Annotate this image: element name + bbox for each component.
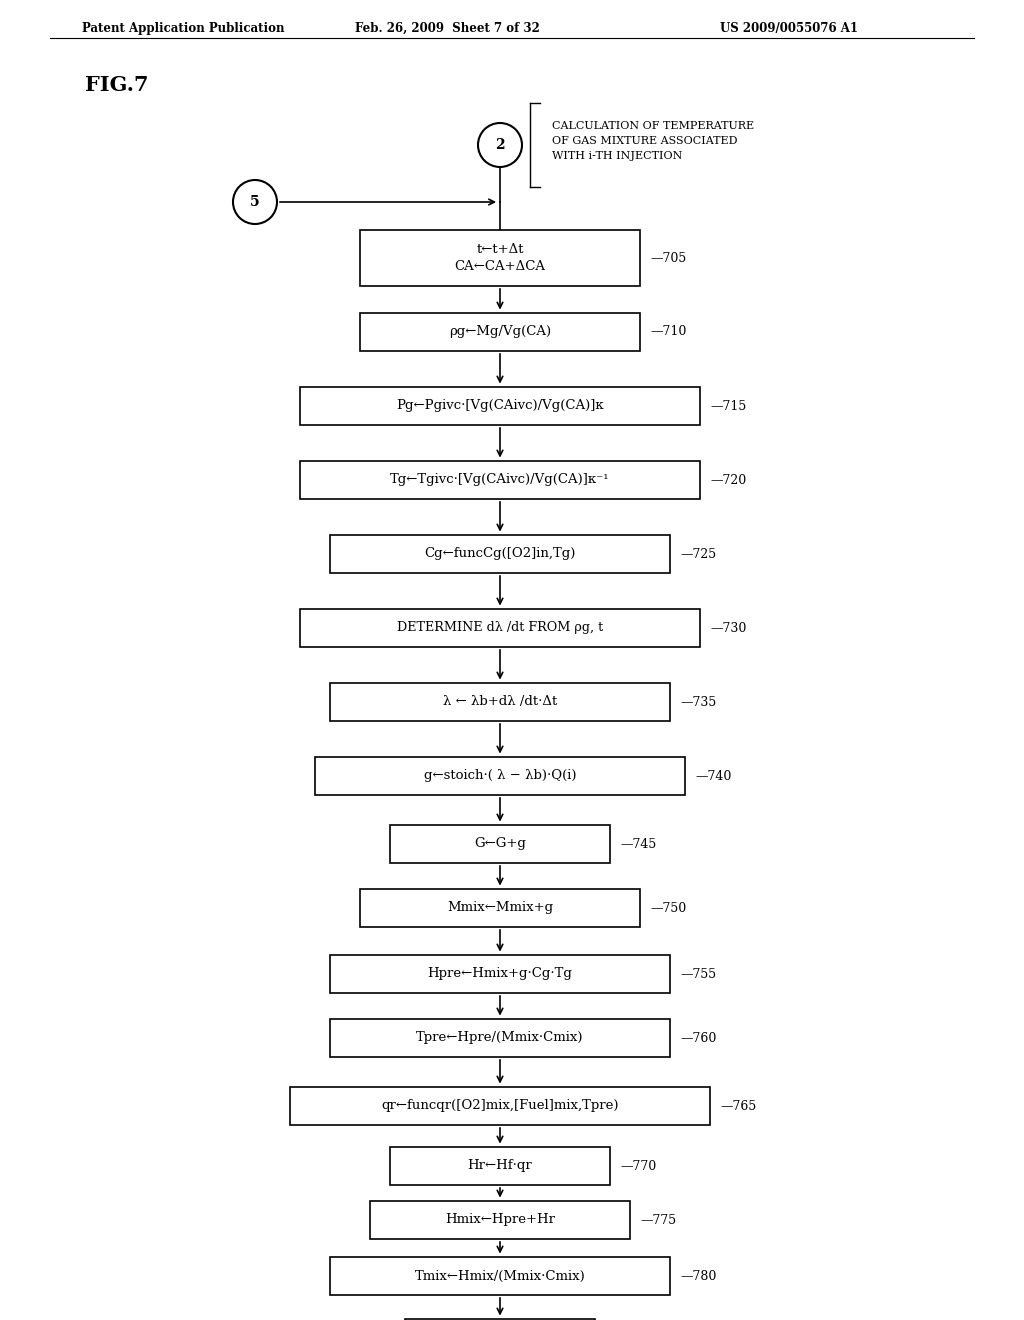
Text: —725: —725 <box>680 548 716 561</box>
Text: —780: —780 <box>680 1270 717 1283</box>
Text: G←G+g: G←G+g <box>474 837 526 850</box>
Text: 5: 5 <box>250 195 260 209</box>
FancyBboxPatch shape <box>330 1257 670 1295</box>
FancyBboxPatch shape <box>360 230 640 286</box>
Text: Hr←Hf·qr: Hr←Hf·qr <box>468 1159 532 1172</box>
Text: g←stoich·( λ − λb)·Q(i): g←stoich·( λ − λb)·Q(i) <box>424 770 577 783</box>
Text: —755: —755 <box>680 968 716 981</box>
Circle shape <box>233 180 278 224</box>
Text: —735: —735 <box>680 696 716 709</box>
Text: CALCULATION OF TEMPERATURE
OF GAS MIXTURE ASSOCIATED
WITH i-TH INJECTION: CALCULATION OF TEMPERATURE OF GAS MIXTUR… <box>552 121 754 161</box>
Text: 2: 2 <box>496 139 505 152</box>
FancyBboxPatch shape <box>315 756 685 795</box>
Text: ρg←Mg/Vg(CA): ρg←Mg/Vg(CA) <box>449 326 551 338</box>
Text: Patent Application Publication: Patent Application Publication <box>82 22 285 36</box>
FancyBboxPatch shape <box>290 1086 710 1125</box>
Text: Tg←Tgivc·[Vg(CAivc)/Vg(CA)]κ⁻¹: Tg←Tgivc·[Vg(CAivc)/Vg(CA)]κ⁻¹ <box>390 474 609 487</box>
Text: —770: —770 <box>620 1159 656 1172</box>
FancyBboxPatch shape <box>370 1201 630 1239</box>
Text: Hmix←Hpre+Hr: Hmix←Hpre+Hr <box>445 1213 555 1226</box>
Text: —730: —730 <box>710 622 746 635</box>
FancyBboxPatch shape <box>390 1147 610 1185</box>
Text: —750: —750 <box>650 902 686 915</box>
Text: λ ← λb+dλ /dt·Δt: λ ← λb+dλ /dt·Δt <box>442 696 557 709</box>
Text: Cg←funcCg([O2]in,Tg): Cg←funcCg([O2]in,Tg) <box>424 548 575 561</box>
FancyBboxPatch shape <box>300 609 700 647</box>
Text: Tmix←Hmix/(Mmix·Cmix): Tmix←Hmix/(Mmix·Cmix) <box>415 1270 586 1283</box>
Text: Tpre←Hpre/(Mmix·Cmix): Tpre←Hpre/(Mmix·Cmix) <box>416 1031 584 1044</box>
FancyBboxPatch shape <box>300 387 700 425</box>
Text: —765: —765 <box>720 1100 757 1113</box>
FancyBboxPatch shape <box>360 313 640 351</box>
FancyBboxPatch shape <box>330 954 670 993</box>
Text: Pg←Pgivc·[Vg(CAivc)/Vg(CA)]κ: Pg←Pgivc·[Vg(CAivc)/Vg(CA)]κ <box>396 400 604 412</box>
Text: Hpre←Hmix+g·Cg·Tg: Hpre←Hmix+g·Cg·Tg <box>428 968 572 981</box>
FancyBboxPatch shape <box>330 535 670 573</box>
FancyBboxPatch shape <box>300 461 700 499</box>
Text: —720: —720 <box>710 474 746 487</box>
Text: Feb. 26, 2009  Sheet 7 of 32: Feb. 26, 2009 Sheet 7 of 32 <box>355 22 540 36</box>
Text: —710: —710 <box>650 326 686 338</box>
Text: —745: —745 <box>620 837 656 850</box>
FancyBboxPatch shape <box>330 682 670 721</box>
Text: Mmix←Mmix+g: Mmix←Mmix+g <box>446 902 553 915</box>
Text: FIG.7: FIG.7 <box>85 75 148 95</box>
FancyBboxPatch shape <box>360 888 640 927</box>
Text: —740: —740 <box>695 770 731 783</box>
Text: —760: —760 <box>680 1031 717 1044</box>
FancyBboxPatch shape <box>330 1019 670 1057</box>
Text: US 2009/0055076 A1: US 2009/0055076 A1 <box>720 22 858 36</box>
Text: —775: —775 <box>640 1213 676 1226</box>
Text: t←t+Δt
CA←CA+ΔCA: t←t+Δt CA←CA+ΔCA <box>455 243 546 273</box>
Text: DETERMINE dλ /dt FROM ρg, t: DETERMINE dλ /dt FROM ρg, t <box>397 622 603 635</box>
Text: qr←funcqr([O2]mix,[Fuel]mix,Tpre): qr←funcqr([O2]mix,[Fuel]mix,Tpre) <box>381 1100 618 1113</box>
FancyBboxPatch shape <box>390 825 610 863</box>
Text: —705: —705 <box>650 252 686 264</box>
Circle shape <box>478 123 522 168</box>
Text: —715: —715 <box>710 400 746 412</box>
